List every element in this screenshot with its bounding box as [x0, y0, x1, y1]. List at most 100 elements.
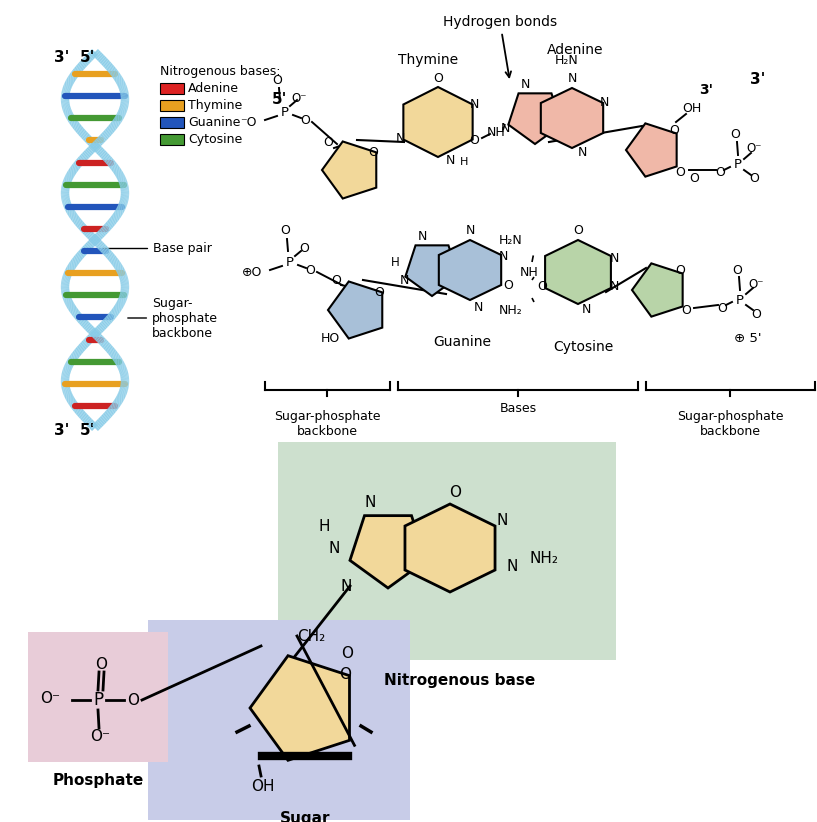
Text: Adenine: Adenine — [188, 82, 239, 95]
Text: ⁻O: ⁻O — [240, 116, 257, 128]
Text: H: H — [460, 157, 468, 167]
Text: ⊕ 5': ⊕ 5' — [734, 331, 761, 344]
Text: O: O — [537, 279, 547, 293]
Text: P: P — [736, 293, 744, 307]
Text: Hydrogen bonds: Hydrogen bonds — [443, 15, 557, 77]
Text: O: O — [95, 657, 107, 672]
Text: O: O — [368, 145, 378, 159]
Text: N: N — [496, 512, 507, 528]
Polygon shape — [328, 281, 382, 339]
Text: O: O — [689, 172, 699, 184]
Text: 5': 5' — [80, 423, 96, 437]
Text: Sugar: Sugar — [279, 810, 330, 822]
Bar — [160, 134, 184, 145]
Text: HO: HO — [320, 331, 340, 344]
Text: O: O — [127, 692, 139, 708]
Text: N: N — [498, 250, 507, 262]
Text: O: O — [449, 484, 461, 500]
Text: O⁻: O⁻ — [291, 91, 306, 104]
Text: Thymine: Thymine — [188, 99, 243, 113]
Text: N: N — [445, 154, 455, 167]
Text: N: N — [609, 252, 618, 265]
Text: O: O — [280, 224, 290, 237]
Text: O: O — [323, 136, 333, 149]
Text: N: N — [609, 279, 618, 293]
Polygon shape — [322, 141, 377, 199]
Text: O: O — [305, 264, 315, 276]
Text: O: O — [433, 72, 443, 85]
Text: Bases: Bases — [499, 402, 537, 415]
Text: Adenine: Adenine — [547, 43, 603, 57]
Text: N: N — [341, 579, 351, 593]
Text: N: N — [364, 495, 376, 510]
Text: N: N — [500, 122, 510, 135]
Text: H: H — [319, 519, 330, 533]
Text: O: O — [717, 302, 727, 315]
Text: O: O — [331, 274, 341, 287]
Text: O: O — [732, 264, 742, 276]
Text: OH: OH — [252, 778, 275, 793]
Text: N: N — [567, 72, 577, 85]
Text: Guanine: Guanine — [433, 335, 491, 349]
Text: N: N — [600, 96, 609, 109]
Polygon shape — [508, 94, 561, 144]
Text: N: N — [578, 146, 587, 159]
Polygon shape — [541, 88, 603, 148]
Text: Base pair: Base pair — [103, 242, 212, 255]
Text: O: O — [341, 645, 353, 661]
Text: O: O — [272, 73, 282, 86]
Text: 3': 3' — [699, 83, 713, 97]
Text: O: O — [681, 303, 691, 316]
Bar — [160, 100, 184, 111]
Polygon shape — [405, 504, 495, 592]
Text: N: N — [395, 132, 404, 145]
Text: N: N — [328, 541, 340, 556]
Text: N: N — [520, 77, 529, 90]
Bar — [160, 83, 184, 94]
FancyBboxPatch shape — [148, 620, 410, 820]
Polygon shape — [626, 123, 676, 177]
Polygon shape — [545, 240, 611, 304]
Text: N: N — [469, 98, 479, 110]
Text: O: O — [300, 113, 310, 127]
Text: H₂N: H₂N — [499, 233, 523, 247]
Text: O: O — [749, 173, 759, 186]
Text: Cytosine: Cytosine — [553, 340, 613, 354]
Text: OH: OH — [682, 101, 702, 114]
Text: Phosphate: Phosphate — [52, 773, 144, 787]
Text: 5': 5' — [80, 50, 96, 66]
Text: O: O — [669, 123, 679, 136]
Text: Sugar-phosphate
backbone: Sugar-phosphate backbone — [274, 410, 380, 438]
Text: O: O — [374, 285, 384, 298]
Text: Sugar-
phosphate
backbone: Sugar- phosphate backbone — [127, 297, 218, 339]
Text: NH: NH — [487, 126, 506, 138]
Text: CH₂: CH₂ — [297, 629, 325, 644]
Text: O: O — [469, 133, 479, 146]
Text: P: P — [734, 159, 742, 172]
FancyBboxPatch shape — [28, 632, 168, 762]
Text: O: O — [339, 667, 351, 681]
Text: 3': 3' — [750, 72, 766, 87]
Polygon shape — [439, 240, 501, 300]
Text: O: O — [715, 167, 725, 179]
Text: P: P — [281, 105, 289, 118]
Text: P: P — [286, 256, 294, 269]
Polygon shape — [405, 245, 458, 296]
Text: O⁻: O⁻ — [746, 142, 761, 155]
Text: P: P — [93, 691, 103, 709]
Text: Thymine: Thymine — [398, 53, 458, 67]
Text: N: N — [473, 301, 483, 313]
Text: 5': 5' — [272, 93, 288, 108]
Text: N: N — [400, 274, 408, 287]
Text: NH₂: NH₂ — [530, 551, 559, 566]
Text: NH: NH — [520, 266, 538, 279]
Text: O⁻: O⁻ — [748, 278, 764, 290]
Text: O: O — [573, 224, 583, 237]
Text: O: O — [675, 165, 685, 178]
Text: O: O — [675, 264, 685, 276]
Text: O: O — [751, 307, 761, 321]
Text: Nitrogenous bases:: Nitrogenous bases: — [160, 66, 280, 78]
Text: N: N — [582, 302, 591, 316]
Text: ⊕O: ⊕O — [242, 266, 262, 279]
Text: O⁻: O⁻ — [40, 690, 60, 705]
